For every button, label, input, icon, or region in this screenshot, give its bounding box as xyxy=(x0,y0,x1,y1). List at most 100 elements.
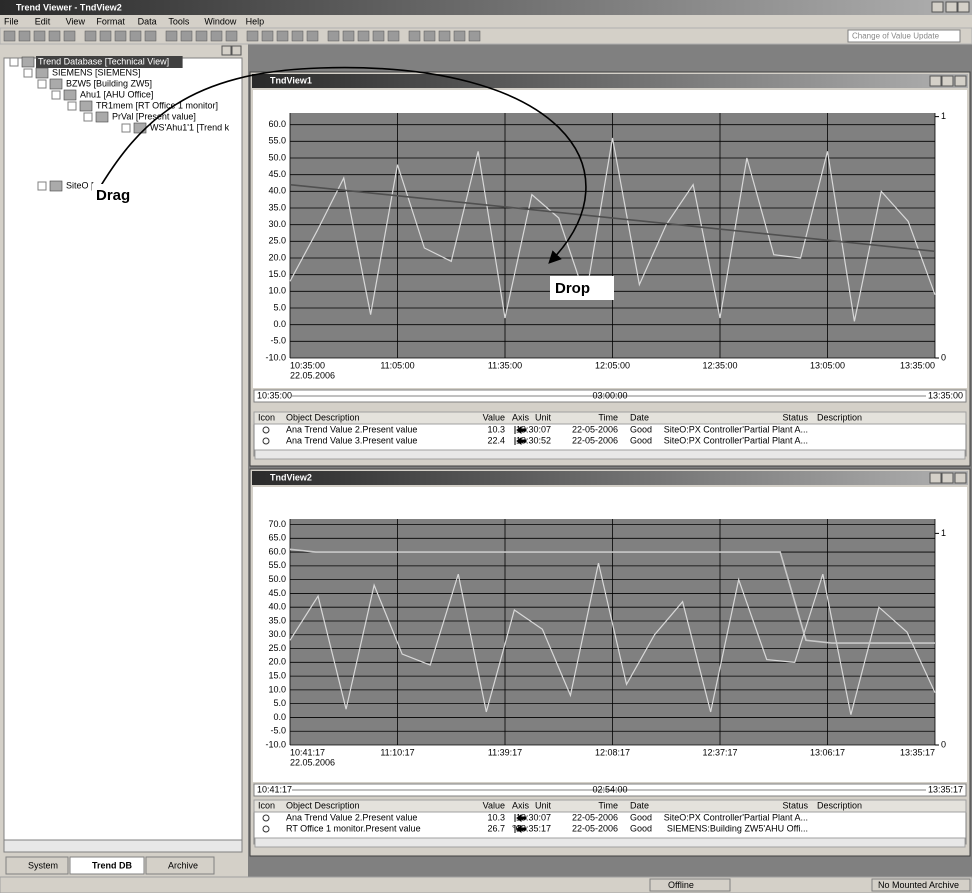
tab[interactable] xyxy=(69,856,145,875)
toolbar-button[interactable] xyxy=(48,30,61,42)
toolbar-button[interactable] xyxy=(3,30,16,42)
toolbar-button[interactable] xyxy=(276,30,289,42)
view-control[interactable] xyxy=(929,75,942,87)
toolbar-button[interactable] xyxy=(357,30,370,42)
tab-label[interactable]: Archive xyxy=(168,860,198,870)
toolbar-button[interactable] xyxy=(438,30,451,42)
table-cell[interactable]: Good xyxy=(630,424,652,434)
column-header[interactable]: Status xyxy=(782,412,808,422)
tree-node[interactable]: Ahu1 [AHU Office] xyxy=(80,89,153,99)
view-control[interactable] xyxy=(941,472,954,484)
table-scrollbar[interactable] xyxy=(254,449,966,460)
column-header[interactable]: Unit xyxy=(535,412,552,422)
menu-item[interactable]: File xyxy=(4,16,19,26)
window-control[interactable] xyxy=(957,1,970,13)
table-cell[interactable]: Good xyxy=(630,435,652,445)
toolbar-button[interactable] xyxy=(261,30,274,42)
pane-button[interactable] xyxy=(231,45,242,56)
tree-expander[interactable] xyxy=(37,181,47,191)
table-cell[interactable]: SiteO:PX Controller'Partial Plant A... xyxy=(664,424,808,434)
table-cell[interactable]: 13:30:52 xyxy=(516,435,551,445)
table-cell[interactable]: 10.3 xyxy=(487,424,505,434)
tree-expander[interactable] xyxy=(23,68,33,78)
menu-item[interactable]: View xyxy=(66,16,86,26)
pane-button[interactable] xyxy=(221,45,232,56)
view-control[interactable] xyxy=(954,472,967,484)
tree-expander[interactable] xyxy=(9,57,19,67)
tree-node[interactable]: Trend Database [Technical View] xyxy=(38,56,169,66)
table-cell[interactable]: 10.3 xyxy=(487,812,505,822)
column-header[interactable]: Time xyxy=(598,800,618,810)
column-header[interactable]: Value xyxy=(483,800,505,810)
table-cell[interactable]: 22-05-2006 xyxy=(572,812,618,822)
toolbar-button[interactable] xyxy=(408,30,421,42)
table-cell[interactable]: 13:30:07 xyxy=(516,424,551,434)
table-cell[interactable]: 22-05-2006 xyxy=(572,424,618,434)
column-header[interactable]: Icon xyxy=(258,800,275,810)
toolbar-button[interactable] xyxy=(33,30,46,42)
view-control[interactable] xyxy=(954,75,967,87)
toolbar-button[interactable] xyxy=(387,30,400,42)
toolbar-button[interactable] xyxy=(84,30,97,42)
toolbar-button[interactable] xyxy=(99,30,112,42)
view-control[interactable] xyxy=(941,75,954,87)
tree-expander[interactable] xyxy=(51,90,61,100)
toolbar-button[interactable] xyxy=(129,30,142,42)
table-cell[interactable]: °C xyxy=(512,823,523,833)
column-header[interactable]: Object Description xyxy=(286,800,360,810)
column-header[interactable]: Icon xyxy=(258,412,275,422)
toolbar-button[interactable] xyxy=(114,30,127,42)
table-cell[interactable]: 13:35:17 xyxy=(516,823,551,833)
column-header[interactable]: Value xyxy=(483,412,505,422)
toolbar-button[interactable] xyxy=(291,30,304,42)
toolbar-button[interactable] xyxy=(195,30,208,42)
tree-expander[interactable] xyxy=(121,123,131,133)
toolbar-button[interactable] xyxy=(210,30,223,42)
table-cell[interactable]: SiteO:PX Controller'Partial Plant A... xyxy=(664,812,808,822)
toolbar-button[interactable] xyxy=(306,30,319,42)
window-control[interactable] xyxy=(945,1,958,13)
tree-node[interactable]: SIEMENS [SIEMENS] xyxy=(52,67,141,77)
table-cell[interactable]: Good xyxy=(630,812,652,822)
tree-expander[interactable] xyxy=(37,79,47,89)
toolbar-button[interactable] xyxy=(18,30,31,42)
column-header[interactable]: Axis xyxy=(512,800,530,810)
tree-node[interactable]: TR1mem [RT Office 1 monitor] xyxy=(96,100,218,110)
column-header[interactable]: Time xyxy=(598,412,618,422)
toolbar-button[interactable] xyxy=(372,30,385,42)
toolbar-button[interactable] xyxy=(423,30,436,42)
tree-node[interactable]: SiteO [ xyxy=(66,180,94,190)
table-cell[interactable]: 22.4 xyxy=(487,435,505,445)
menu-item[interactable]: Window xyxy=(204,16,237,26)
table-cell[interactable]: SiteO:PX Controller'Partial Plant A... xyxy=(664,435,808,445)
menu-item[interactable]: Data xyxy=(138,16,157,26)
combo-box[interactable] xyxy=(847,29,961,43)
tree-node[interactable]: WS'Ahu1'1 [Trend k xyxy=(150,122,230,132)
table-cell[interactable]: Ana Trend Value 3.Present value xyxy=(286,435,417,445)
table-cell[interactable]: 22-05-2006 xyxy=(572,435,618,445)
tab[interactable] xyxy=(145,856,215,875)
column-header[interactable]: Description xyxy=(817,412,862,422)
column-header[interactable]: Object Description xyxy=(286,412,360,422)
toolbar-button[interactable] xyxy=(180,30,193,42)
column-header[interactable]: Description xyxy=(817,800,862,810)
menu-item[interactable]: Format xyxy=(96,16,125,26)
toolbar-button[interactable] xyxy=(144,30,157,42)
table-cell[interactable]: 26.7 xyxy=(487,823,505,833)
table-cell[interactable]: RT Office 1 monitor.Present value xyxy=(286,823,421,833)
toolbar-button[interactable] xyxy=(342,30,355,42)
menu-item[interactable]: Tools xyxy=(168,16,190,26)
table-cell[interactable]: Ana Trend Value 2.Present value xyxy=(286,424,417,434)
column-header[interactable]: Unit xyxy=(535,800,552,810)
menu-item[interactable]: Help xyxy=(246,16,265,26)
table-cell[interactable]: 22-05-2006 xyxy=(572,823,618,833)
tree-expander[interactable] xyxy=(83,112,93,122)
toolbar-button[interactable] xyxy=(453,30,466,42)
tree-scrollbar[interactable] xyxy=(3,839,243,853)
toolbar-button[interactable] xyxy=(165,30,178,42)
toolbar-button[interactable] xyxy=(246,30,259,42)
menu-item[interactable]: Edit xyxy=(35,16,51,26)
toolbar-button[interactable] xyxy=(327,30,340,42)
table-cell[interactable]: Ana Trend Value 2.Present value xyxy=(286,812,417,822)
tree-node[interactable]: PrVal [Present value] xyxy=(112,111,196,121)
